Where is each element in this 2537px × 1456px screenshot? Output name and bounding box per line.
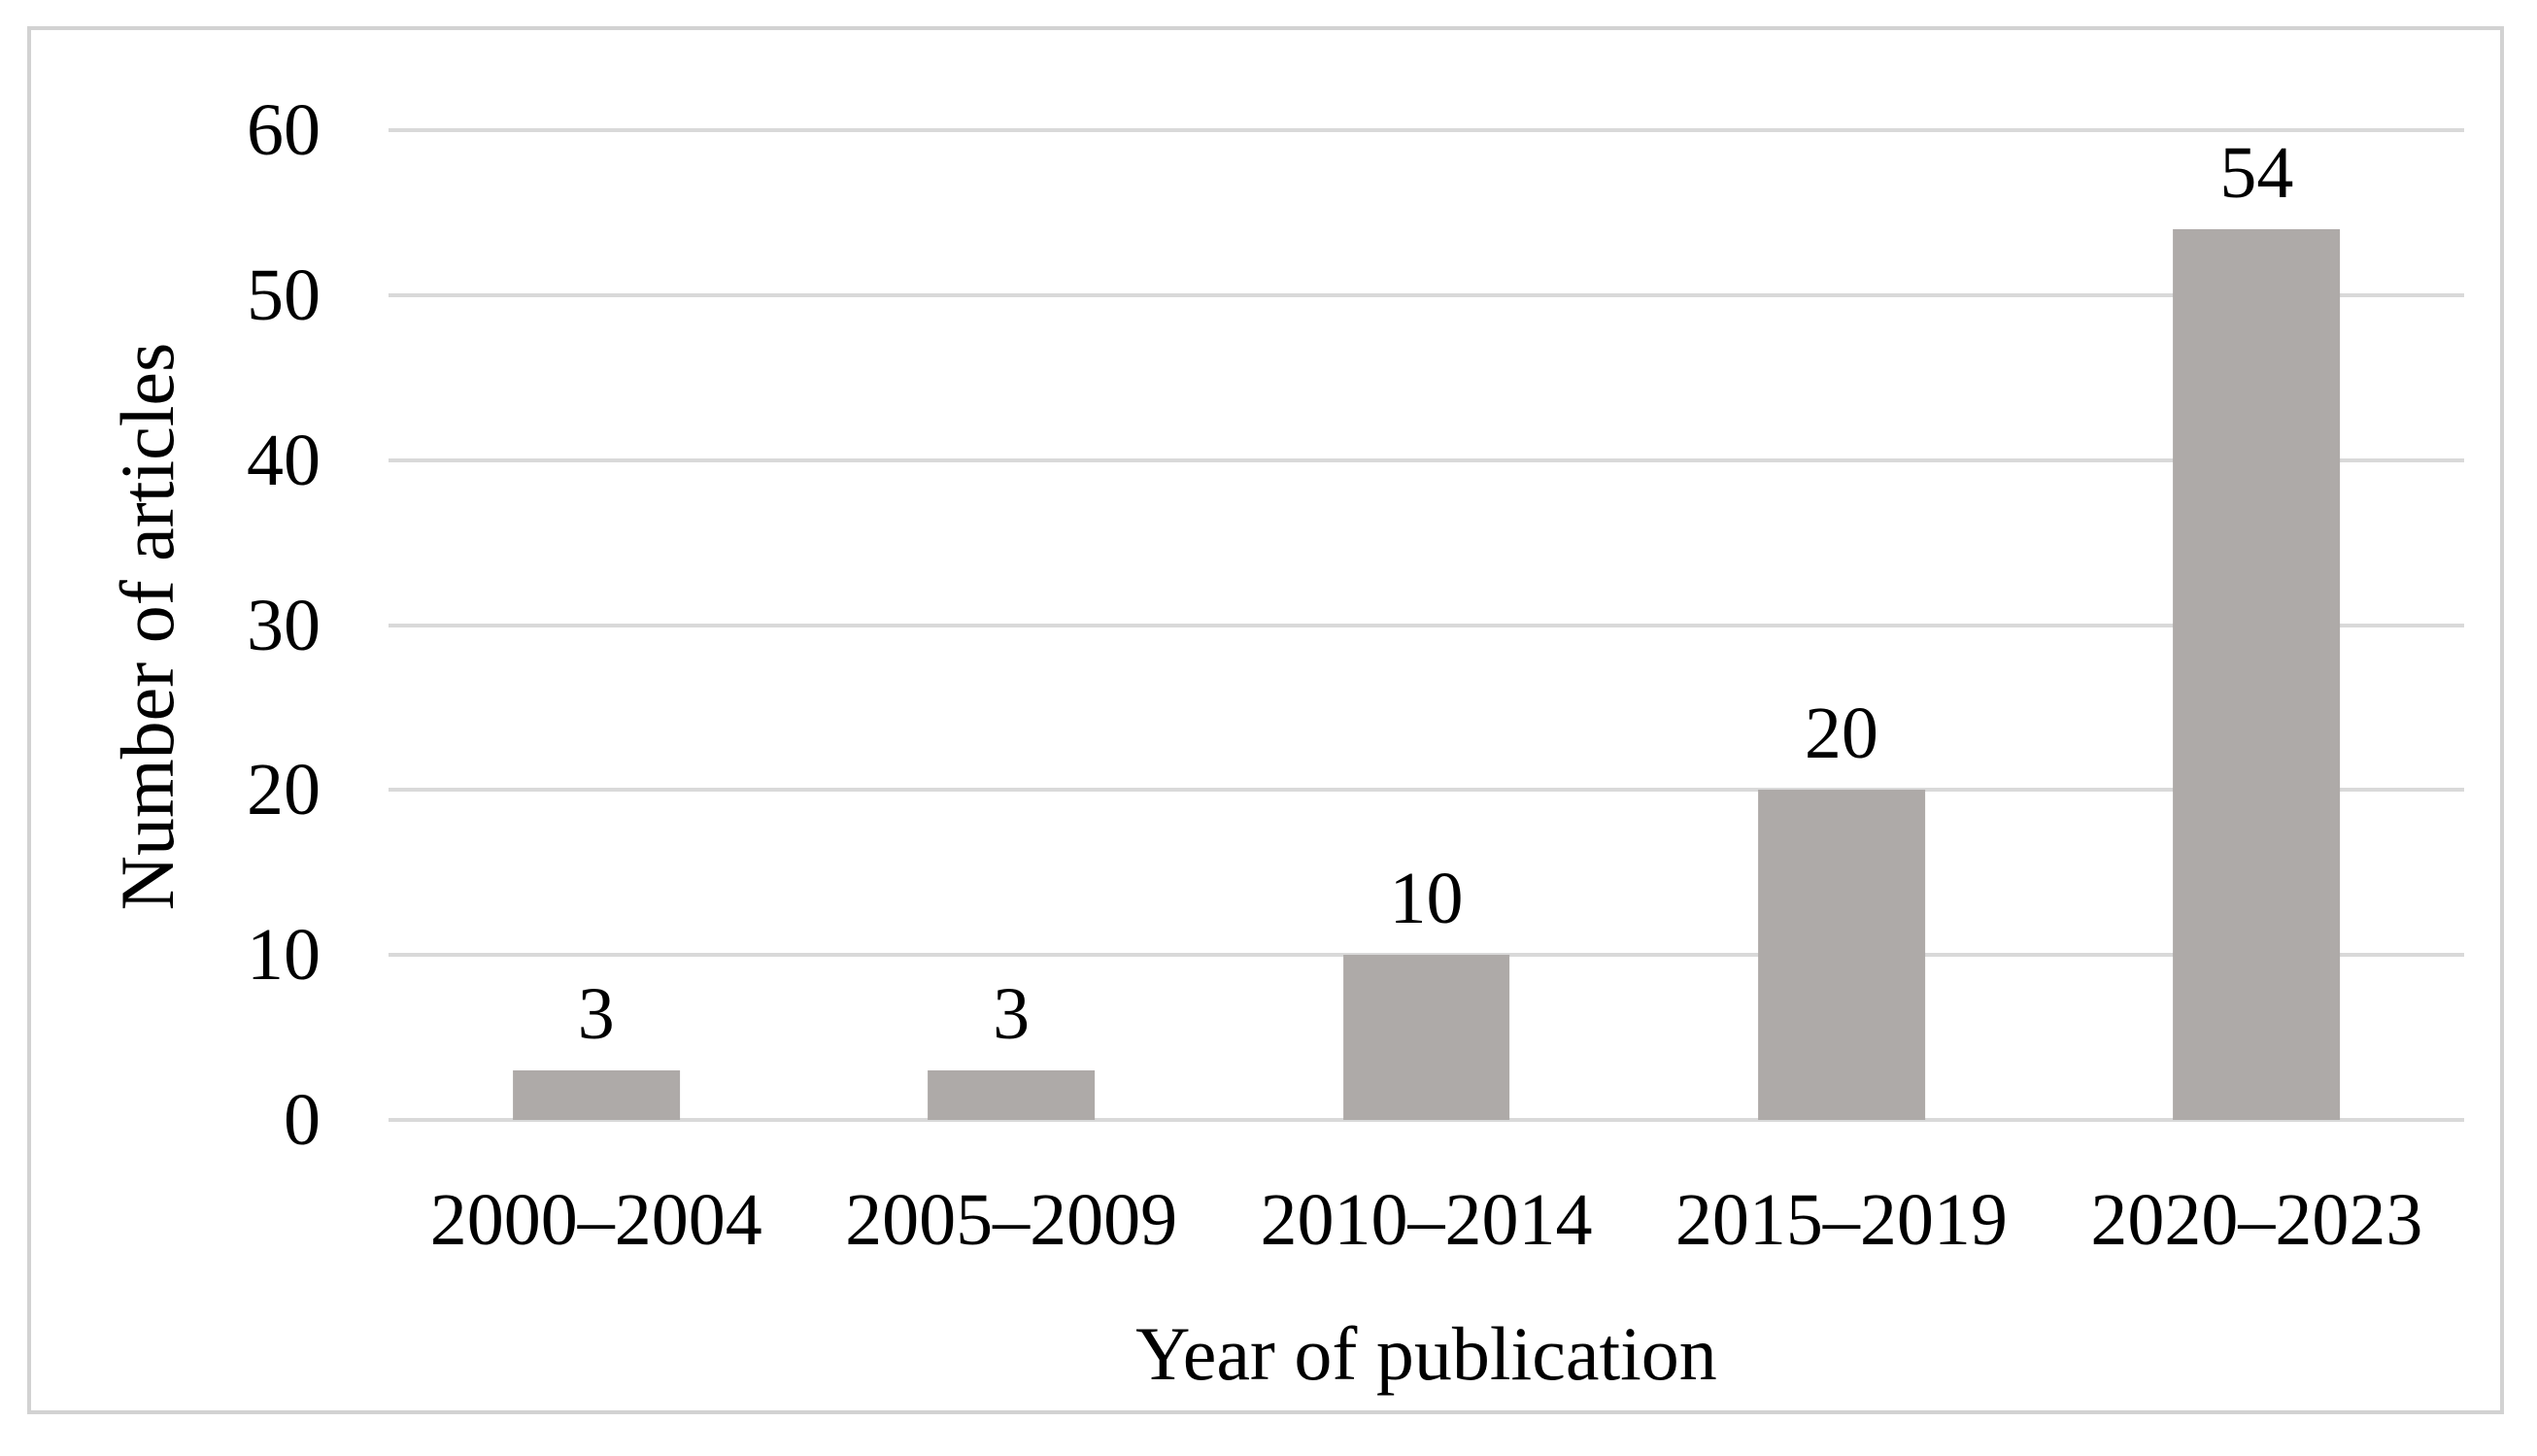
- gridline: [389, 788, 2464, 793]
- bar: [1758, 790, 1925, 1120]
- gridline: [389, 953, 2464, 958]
- bar: [928, 1070, 1096, 1120]
- bar-slot: 20: [1634, 130, 2048, 1120]
- bar: [2173, 228, 2341, 1120]
- figure-border: Number of articles 0 10 20 30 40 50 60 3 3 10 20 5…: [27, 26, 2504, 1414]
- bar: [512, 1070, 680, 1120]
- bar-slot: 3: [803, 130, 1218, 1120]
- plot-area: 3 3 10 20 54: [389, 128, 2464, 1122]
- bar-value-label: 54: [2219, 131, 2294, 214]
- bar-slot: 10: [1219, 130, 1634, 1120]
- gridline: [389, 1118, 2464, 1122]
- x-tick-label: 2000–2004: [429, 1179, 762, 1261]
- gridline: [389, 457, 2464, 462]
- y-axis-ticks: 0 10 20 30 40 50 60: [126, 93, 321, 1157]
- x-axis-ticks: 2000–2004 2005–2009 2010–2014 2015–2019 2020…: [389, 1174, 2464, 1267]
- y-tick-label: 60: [247, 89, 321, 171]
- bar-value-label: 20: [1804, 693, 1878, 775]
- x-tick-label: 2005–2009: [845, 1179, 1178, 1261]
- gridline: [389, 128, 2464, 132]
- x-tick-label: 2015–2019: [1674, 1179, 2008, 1261]
- gridline: [389, 292, 2464, 297]
- bars-row: 3 3 10 20 54: [389, 130, 2464, 1120]
- bar-value-label: 10: [1389, 858, 1464, 940]
- y-tick-label: 20: [247, 749, 321, 831]
- y-tick-label: 0: [284, 1079, 321, 1161]
- bar-slot: 54: [2049, 130, 2464, 1120]
- y-tick-label: 40: [247, 419, 321, 501]
- bar: [1342, 955, 1510, 1120]
- x-tick-label: 2020–2023: [2090, 1179, 2423, 1261]
- y-tick-label: 50: [247, 254, 321, 336]
- bar-slot: 3: [389, 130, 803, 1120]
- bar-value-label: 3: [577, 973, 615, 1056]
- gridline: [389, 623, 2464, 627]
- x-tick-label: 2010–2014: [1260, 1179, 1593, 1261]
- y-tick-label: 10: [247, 914, 321, 997]
- x-axis-title: Year of publication: [1135, 1311, 1717, 1396]
- bar-value-label: 3: [993, 973, 1031, 1056]
- y-tick-label: 30: [247, 584, 321, 666]
